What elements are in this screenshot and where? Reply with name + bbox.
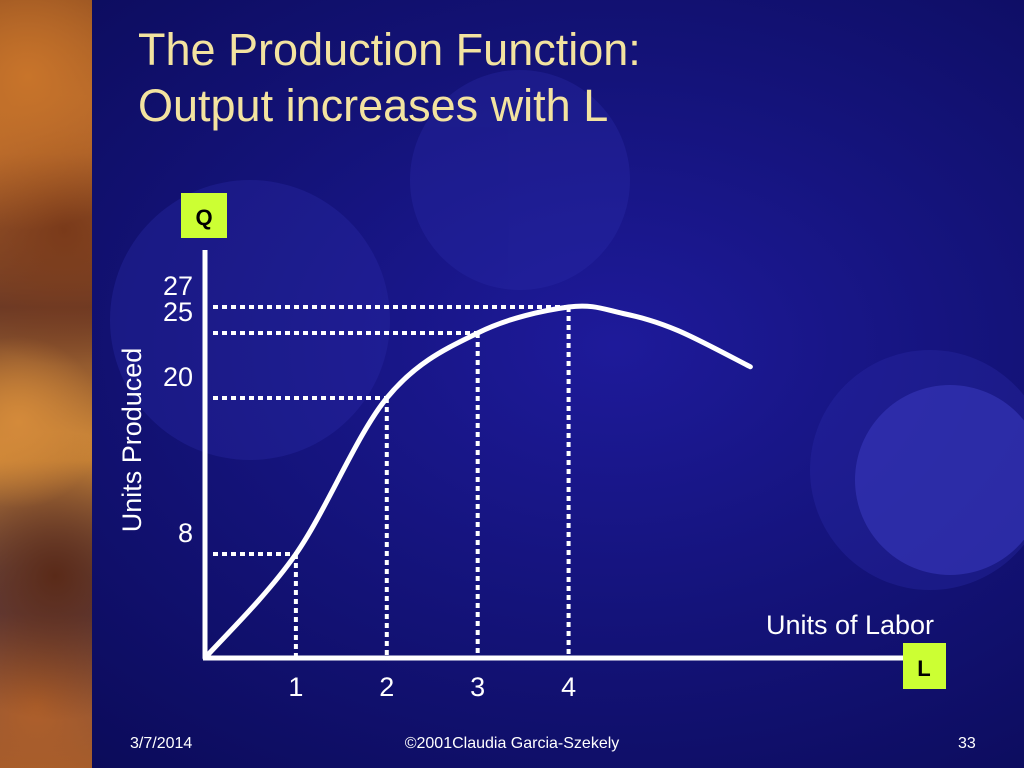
x-tick-label-2: 2 [379, 672, 394, 702]
x-axis-badge: L [917, 656, 930, 681]
gear-decoration-left [110, 180, 390, 460]
slide-title: The Production Function: Output increase… [138, 22, 998, 134]
footer-copyright: ©2001Claudia Garcia-Szekely [404, 735, 620, 752]
x-tick-label-1: 1 [288, 672, 303, 702]
footer-page-number: 33 [958, 735, 976, 752]
slide-title-line-2: Output increases with L [138, 80, 609, 131]
y-tick-label-20: 20 [163, 362, 193, 392]
y-axis-badge-box [181, 193, 227, 238]
y-axis-badge: Q [195, 205, 212, 230]
gear-decoration-top [410, 70, 630, 290]
x-axis-badge-box [903, 643, 946, 689]
x-tick-label-3: 3 [470, 672, 485, 702]
slide-title-line-1: The Production Function: [138, 24, 641, 75]
gear-decoration-right [855, 385, 1024, 575]
y-tick-label-27: 27 [163, 271, 193, 301]
y-axis-label: Units Produced [117, 348, 147, 533]
footer-date: 3/7/2014 [130, 735, 193, 752]
x-tick-label-4: 4 [561, 672, 576, 702]
x-axis-label: Units of Labor [766, 610, 934, 640]
y-tick-label-25: 25 [163, 297, 193, 327]
decorative-left-strip [0, 0, 92, 768]
production-curve-line [202, 303, 753, 661]
y-tick-label-8: 8 [178, 518, 193, 548]
